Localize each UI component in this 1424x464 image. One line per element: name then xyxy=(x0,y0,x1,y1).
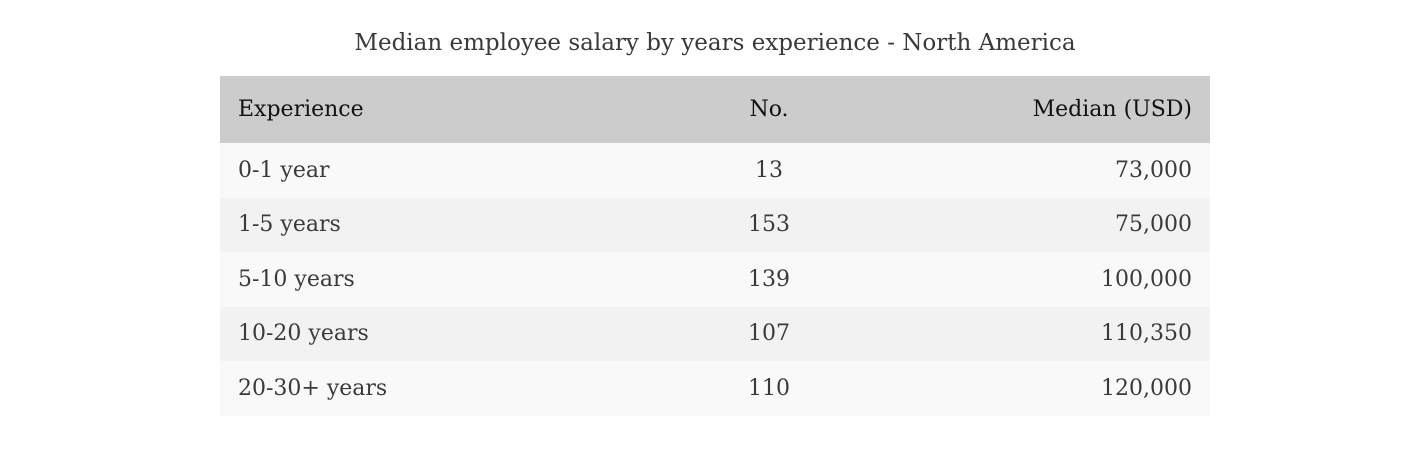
salary-table: Experience No. Median (USD) 0-1 year 13 … xyxy=(220,76,1210,416)
cell-experience: 5-10 years xyxy=(238,266,355,292)
table-body: 0-1 year 13 73,000 1-5 years 153 75,000 … xyxy=(220,143,1210,416)
cell-experience: 0-1 year xyxy=(238,157,330,183)
header-median: Median (USD) xyxy=(1032,97,1192,122)
table-row: 1-5 years 153 75,000 xyxy=(220,197,1210,252)
table-row: 5-10 years 139 100,000 xyxy=(220,252,1210,307)
cell-median: 75,000 xyxy=(1115,212,1192,238)
cell-count: 13 xyxy=(755,157,783,183)
table-row: 20-30+ years 110 120,000 xyxy=(220,361,1210,416)
table-row: 10-20 years 107 110,350 xyxy=(220,306,1210,361)
cell-experience: 1-5 years xyxy=(238,212,341,238)
cell-median: 110,350 xyxy=(1101,321,1192,347)
cell-count: 153 xyxy=(748,212,790,238)
cell-median: 100,000 xyxy=(1101,266,1192,292)
cell-experience: 20-30+ years xyxy=(238,375,388,401)
cell-median: 73,000 xyxy=(1115,157,1192,183)
cell-count: 110 xyxy=(748,375,790,401)
table-header: Experience No. Median (USD) xyxy=(220,76,1210,143)
cell-count: 139 xyxy=(748,266,790,292)
table-caption: Median employee salary by years experien… xyxy=(354,30,1076,56)
header-row: Experience No. Median (USD) xyxy=(220,76,1210,143)
table-row: 0-1 year 13 73,000 xyxy=(220,143,1210,198)
cell-median: 120,000 xyxy=(1101,375,1192,401)
cell-count: 107 xyxy=(748,321,790,347)
header-count: No. xyxy=(749,97,789,122)
header-experience: Experience xyxy=(238,97,364,122)
cell-experience: 10-20 years xyxy=(238,321,369,347)
